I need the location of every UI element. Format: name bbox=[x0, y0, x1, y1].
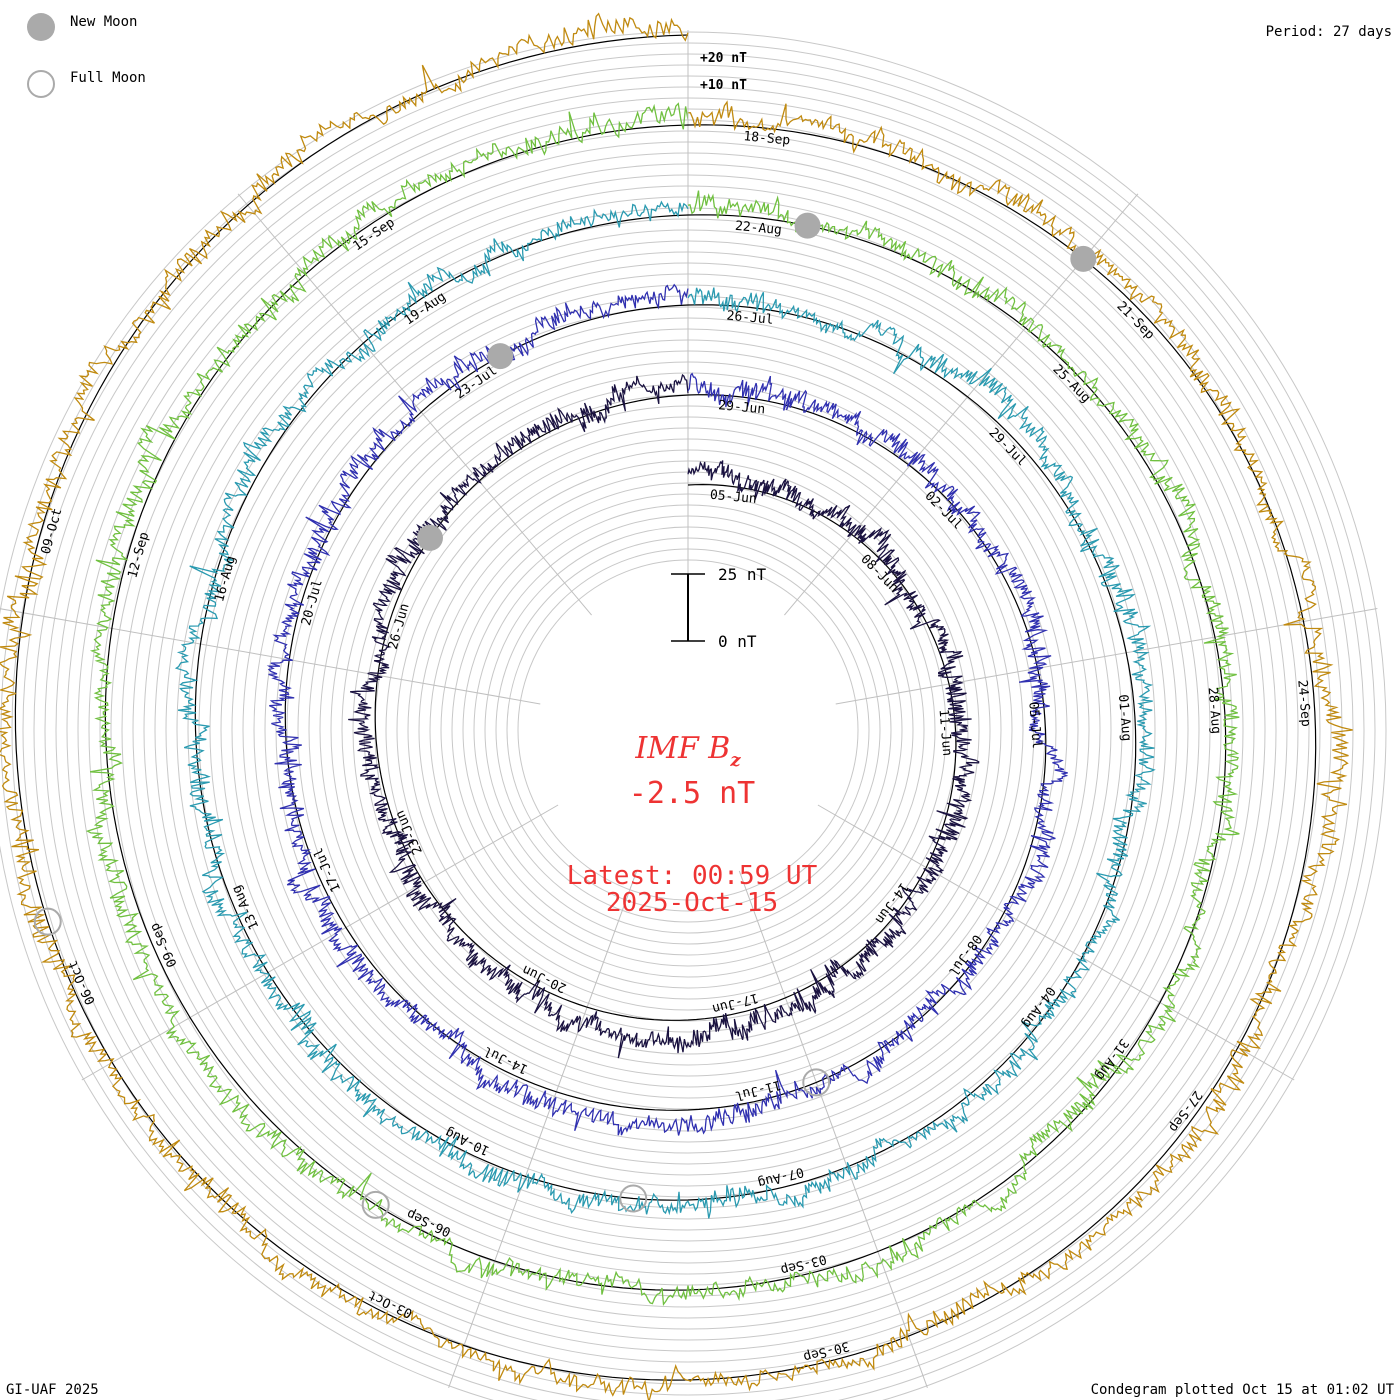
date-label: 27-Sep bbox=[1165, 1088, 1204, 1135]
new-moon-marker bbox=[416, 524, 443, 551]
zero-baseline-spiral bbox=[14, 34, 1317, 1381]
grid-spoke bbox=[817, 804, 1295, 1081]
date-label: 22-Aug bbox=[734, 219, 782, 238]
series-trace bbox=[348, 373, 980, 1059]
date-label: 26-Jun bbox=[386, 602, 413, 651]
full-moon-label: Full Moon bbox=[70, 70, 146, 86]
chart-title-main: IMF B bbox=[634, 731, 730, 766]
date-label: 28-Aug bbox=[1205, 687, 1224, 735]
chart-title-subscript: z bbox=[729, 750, 741, 771]
scale-label-20nT: +20 nT bbox=[700, 51, 747, 66]
date-label: 11-Jun bbox=[936, 709, 955, 757]
grid-spoke bbox=[81, 804, 559, 1081]
date-label: 18-Sep bbox=[743, 129, 791, 148]
latest-value: -2.5 nT bbox=[629, 776, 755, 811]
date-label: 17-Jun bbox=[711, 990, 760, 1016]
scale-bar-top-label: 25 nT bbox=[718, 565, 767, 584]
grid-spoke bbox=[237, 193, 592, 616]
grid-spoke bbox=[738, 870, 928, 1388]
full-moon-icon bbox=[27, 70, 55, 98]
series-trace bbox=[174, 200, 1156, 1219]
new-moon-label: New Moon bbox=[70, 14, 138, 30]
moon-markers bbox=[33, 212, 1097, 1219]
latest-date: 2025-Oct-15 bbox=[606, 888, 778, 918]
date-label: 01-Aug bbox=[1115, 694, 1134, 742]
full-moon-marker bbox=[361, 1190, 390, 1219]
chart-title: IMF Bz bbox=[634, 731, 741, 771]
full-moon-marker bbox=[802, 1068, 831, 1097]
grid-rings bbox=[0, 30, 1387, 1400]
scale-label-10nT: +10 nT bbox=[700, 78, 747, 93]
date-label: 09-Oct bbox=[39, 507, 66, 556]
grid-spoke bbox=[0, 608, 541, 705]
date-label: 05-Jul bbox=[1025, 701, 1044, 749]
date-label: 29-Jun bbox=[718, 398, 766, 417]
date-label: 26-Jul bbox=[726, 309, 774, 328]
full-moon-marker bbox=[33, 907, 62, 936]
series-trace bbox=[85, 102, 1240, 1307]
series-trace bbox=[266, 283, 1069, 1136]
date-label: 12-Sep bbox=[125, 530, 152, 579]
new-moon-marker bbox=[1070, 245, 1097, 272]
period-label: Period: 27 days bbox=[1265, 24, 1392, 40]
new-moon-icon bbox=[27, 13, 55, 41]
new-moon-marker bbox=[487, 343, 514, 370]
grid-ring bbox=[0, 31, 1387, 1400]
scale-bar-bottom-label: 0 nT bbox=[718, 632, 757, 651]
footer-credit: GI-UAF 2025 bbox=[6, 1382, 99, 1398]
series-trace bbox=[0, 12, 1353, 1400]
date-label: 07-Aug bbox=[756, 1164, 805, 1190]
full-moon-marker bbox=[619, 1184, 648, 1213]
date-label: 20-Jul bbox=[299, 578, 326, 627]
grid-spoke bbox=[448, 870, 638, 1388]
date-label: 24-Sep bbox=[1294, 679, 1313, 727]
latest-time: Latest: 00:59 UT bbox=[567, 861, 818, 891]
date-label: 05-Jun bbox=[709, 488, 757, 507]
new-moon-marker bbox=[794, 212, 821, 239]
footer-plotted: Condegram plotted Oct 15 at 01:02 UT bbox=[1090, 1382, 1394, 1398]
